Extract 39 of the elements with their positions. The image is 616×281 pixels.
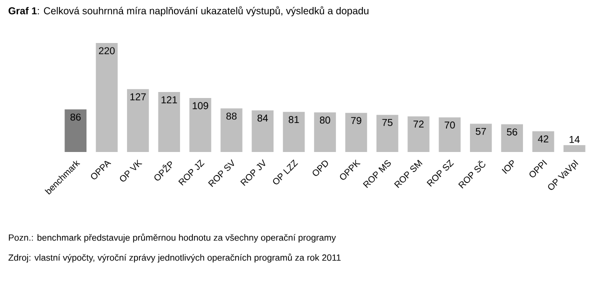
bar	[408, 116, 430, 152]
bar	[189, 98, 212, 152]
bar	[220, 108, 242, 152]
bar	[345, 112, 368, 152]
data-label: 81	[288, 116, 299, 124]
bar	[470, 124, 492, 152]
bar	[532, 131, 554, 152]
bar	[64, 109, 86, 152]
bar	[501, 124, 523, 152]
data-label: 121	[162, 96, 177, 104]
data-label: 84	[258, 114, 268, 122]
bar	[252, 110, 274, 152]
bar	[127, 89, 149, 152]
data-label: 86	[70, 114, 81, 121]
text: Zdroj: vlastní výpočty, výroční zprávy jednotlivých operačních programů za rok 2011	[8, 253, 341, 263]
bar	[376, 114, 398, 152]
data-label: 80	[320, 116, 330, 124]
data-label: 14	[570, 136, 580, 143]
data-label: 56	[506, 128, 518, 136]
bar	[564, 145, 586, 152]
x-tick-label: IOP	[502, 160, 514, 174]
data-label: 220	[98, 47, 115, 54]
data-label: 70	[444, 122, 455, 129]
data-label: 127	[130, 93, 146, 100]
bar	[438, 117, 461, 152]
data-label: 72	[414, 120, 424, 128]
chart-title: Graf 1: Celková souhrnná míra naplňování ukazatelů výstupů, výsledků a dopadu	[8, 6, 368, 16]
bar	[158, 92, 180, 152]
bar	[96, 43, 118, 152]
data-label: 88	[226, 112, 237, 120]
data-label: 109	[192, 102, 208, 110]
data-label: 42	[538, 135, 548, 142]
data-label: 57	[476, 128, 486, 135]
text: Pozn.: benchmark představuje průměrnou hodnotu za všechny operační programy	[8, 233, 336, 243]
data-label: 75	[382, 119, 392, 126]
bar	[282, 112, 305, 152]
x-tick-label: OP VK	[120, 159, 142, 182]
bar	[314, 112, 336, 152]
data-label: 79	[351, 117, 362, 124]
